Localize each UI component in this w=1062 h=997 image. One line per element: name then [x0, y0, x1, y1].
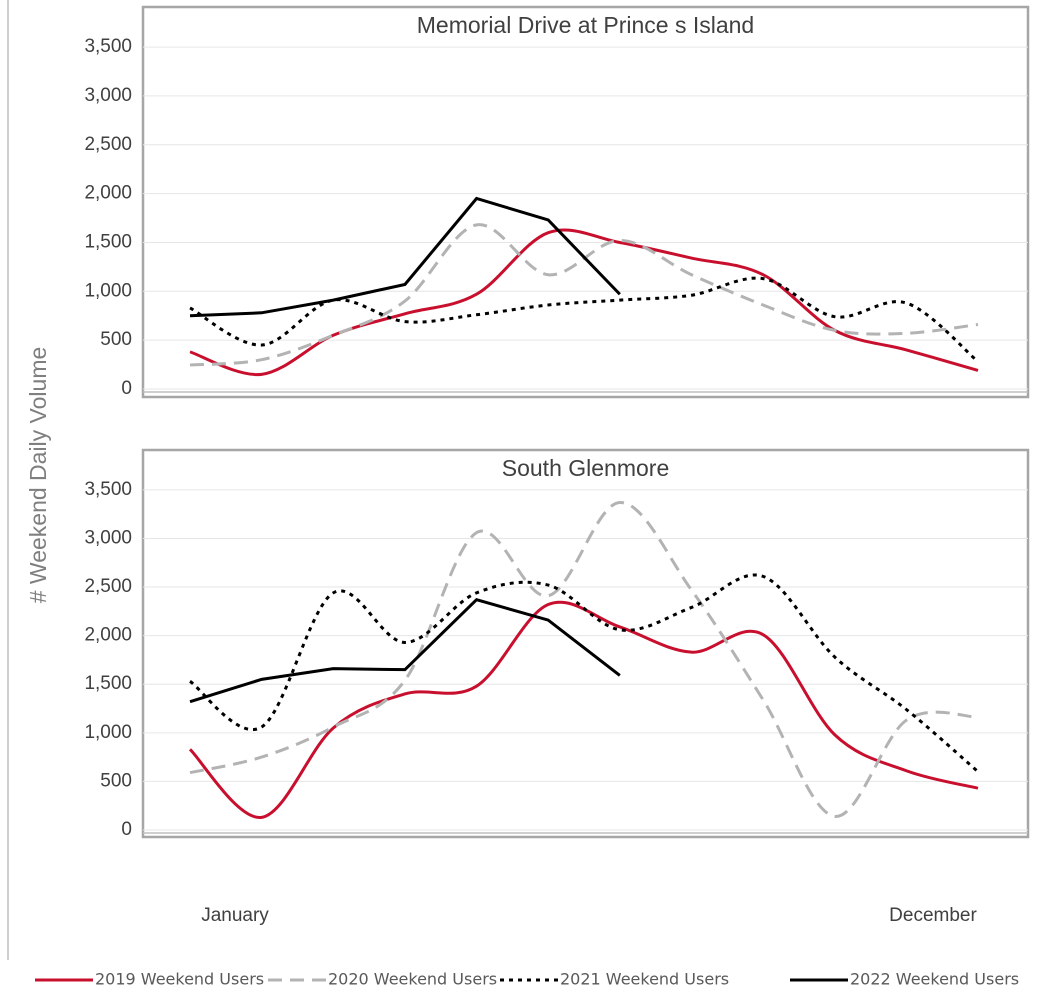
y-tick-label: 3,000 — [84, 85, 132, 106]
series-line — [189, 573, 979, 773]
y-tick-label: 1,500 — [84, 673, 132, 694]
plot-frame — [141, 448, 1030, 839]
series-line — [189, 276, 979, 363]
y-tick-label: 2,000 — [84, 625, 132, 646]
y-axis-label: # Weekend Daily Volume — [25, 347, 51, 604]
y-tick-label: 3,500 — [84, 36, 132, 57]
y-tick-label: 3,000 — [84, 527, 132, 548]
series-line — [189, 223, 979, 367]
chart-title: South Glenmore — [502, 455, 669, 481]
y-tick-label: 0 — [121, 819, 132, 840]
legend-label: 2022 Weekend Users — [850, 970, 1019, 989]
y-tick-label: 2,000 — [84, 183, 132, 204]
chart-title: Memorial Drive at Prince s Island — [417, 12, 754, 38]
x-tick-label: December — [889, 905, 977, 926]
legend-label: 2020 Weekend Users — [328, 970, 497, 989]
plot-frame — [141, 5, 1030, 399]
y-tick-label: 0 — [121, 378, 132, 399]
y-tick-label: 500 — [100, 770, 132, 791]
series-line — [189, 598, 621, 704]
y-tick-label: 2,500 — [84, 576, 132, 597]
y-tick-label: 500 — [100, 329, 132, 350]
y-tick-label: 1,000 — [84, 722, 132, 743]
series-line — [189, 196, 621, 318]
y-tick-label: 1,500 — [84, 231, 132, 252]
legend-label: 2021 Weekend Users — [560, 970, 729, 989]
y-tick-label: 1,000 — [84, 280, 132, 301]
series-line — [189, 501, 979, 818]
y-tick-label: 2,500 — [84, 134, 132, 155]
x-tick-label: January — [201, 905, 269, 926]
legend-label: 2019 Weekend Users — [95, 970, 264, 989]
y-tick-label: 3,500 — [84, 479, 132, 500]
series-line — [188, 600, 979, 819]
